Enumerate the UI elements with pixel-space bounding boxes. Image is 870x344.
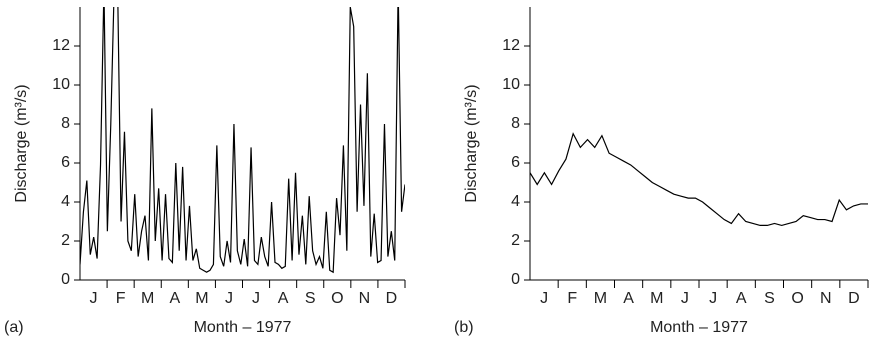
y-tick-label: 2 <box>61 232 70 249</box>
x-tick-label: J <box>90 290 98 307</box>
data-line <box>530 132 868 227</box>
x-tick-label: M <box>195 290 208 307</box>
y-tick-label: 0 <box>511 271 520 288</box>
y-tick-label: 12 <box>502 37 520 54</box>
y-axis-label: Discharge (m³/s) <box>463 84 480 202</box>
y-tick-label: 8 <box>61 115 70 132</box>
x-tick-label: A <box>169 290 180 307</box>
x-tick-label: N <box>820 290 832 307</box>
x-tick-label: S <box>764 290 775 307</box>
x-tick-label: J <box>225 290 233 307</box>
y-tick-label: 6 <box>61 154 70 171</box>
x-tick-label: N <box>359 290 371 307</box>
x-axis-label: Month – 1977 <box>194 319 292 336</box>
x-tick-label: O <box>331 290 343 307</box>
y-tick-label: 2 <box>511 232 520 249</box>
x-tick-label: M <box>141 290 154 307</box>
x-tick-label: F <box>116 290 126 307</box>
x-tick-label: M <box>594 290 607 307</box>
y-tick-label: 4 <box>61 193 70 210</box>
y-tick-label: 6 <box>511 154 520 171</box>
y-tick-label: 8 <box>511 115 520 132</box>
x-tick-label: D <box>848 290 860 307</box>
x-tick-label: A <box>278 290 289 307</box>
panel-label: (a) <box>4 319 24 336</box>
x-tick-label: F <box>567 290 577 307</box>
x-tick-label: J <box>681 290 689 307</box>
x-tick-label: D <box>386 290 398 307</box>
x-tick-label: A <box>736 290 747 307</box>
y-axis-label: Discharge (m³/s) <box>13 84 30 202</box>
x-tick-label: J <box>540 290 548 307</box>
y-tick-label: 0 <box>61 271 70 288</box>
x-tick-label: J <box>252 290 260 307</box>
x-tick-label: J <box>709 290 717 307</box>
panel-label: (b) <box>454 319 474 336</box>
y-tick-label: 10 <box>502 76 520 93</box>
x-tick-label: S <box>305 290 316 307</box>
y-tick-label: 10 <box>52 76 70 93</box>
x-tick-label: O <box>791 290 803 307</box>
y-tick-label: 12 <box>52 37 70 54</box>
data-line <box>80 7 405 274</box>
x-tick-label: A <box>623 290 634 307</box>
x-axis-label: Month – 1977 <box>650 319 748 336</box>
x-tick-label: M <box>650 290 663 307</box>
y-tick-label: 4 <box>511 193 520 210</box>
